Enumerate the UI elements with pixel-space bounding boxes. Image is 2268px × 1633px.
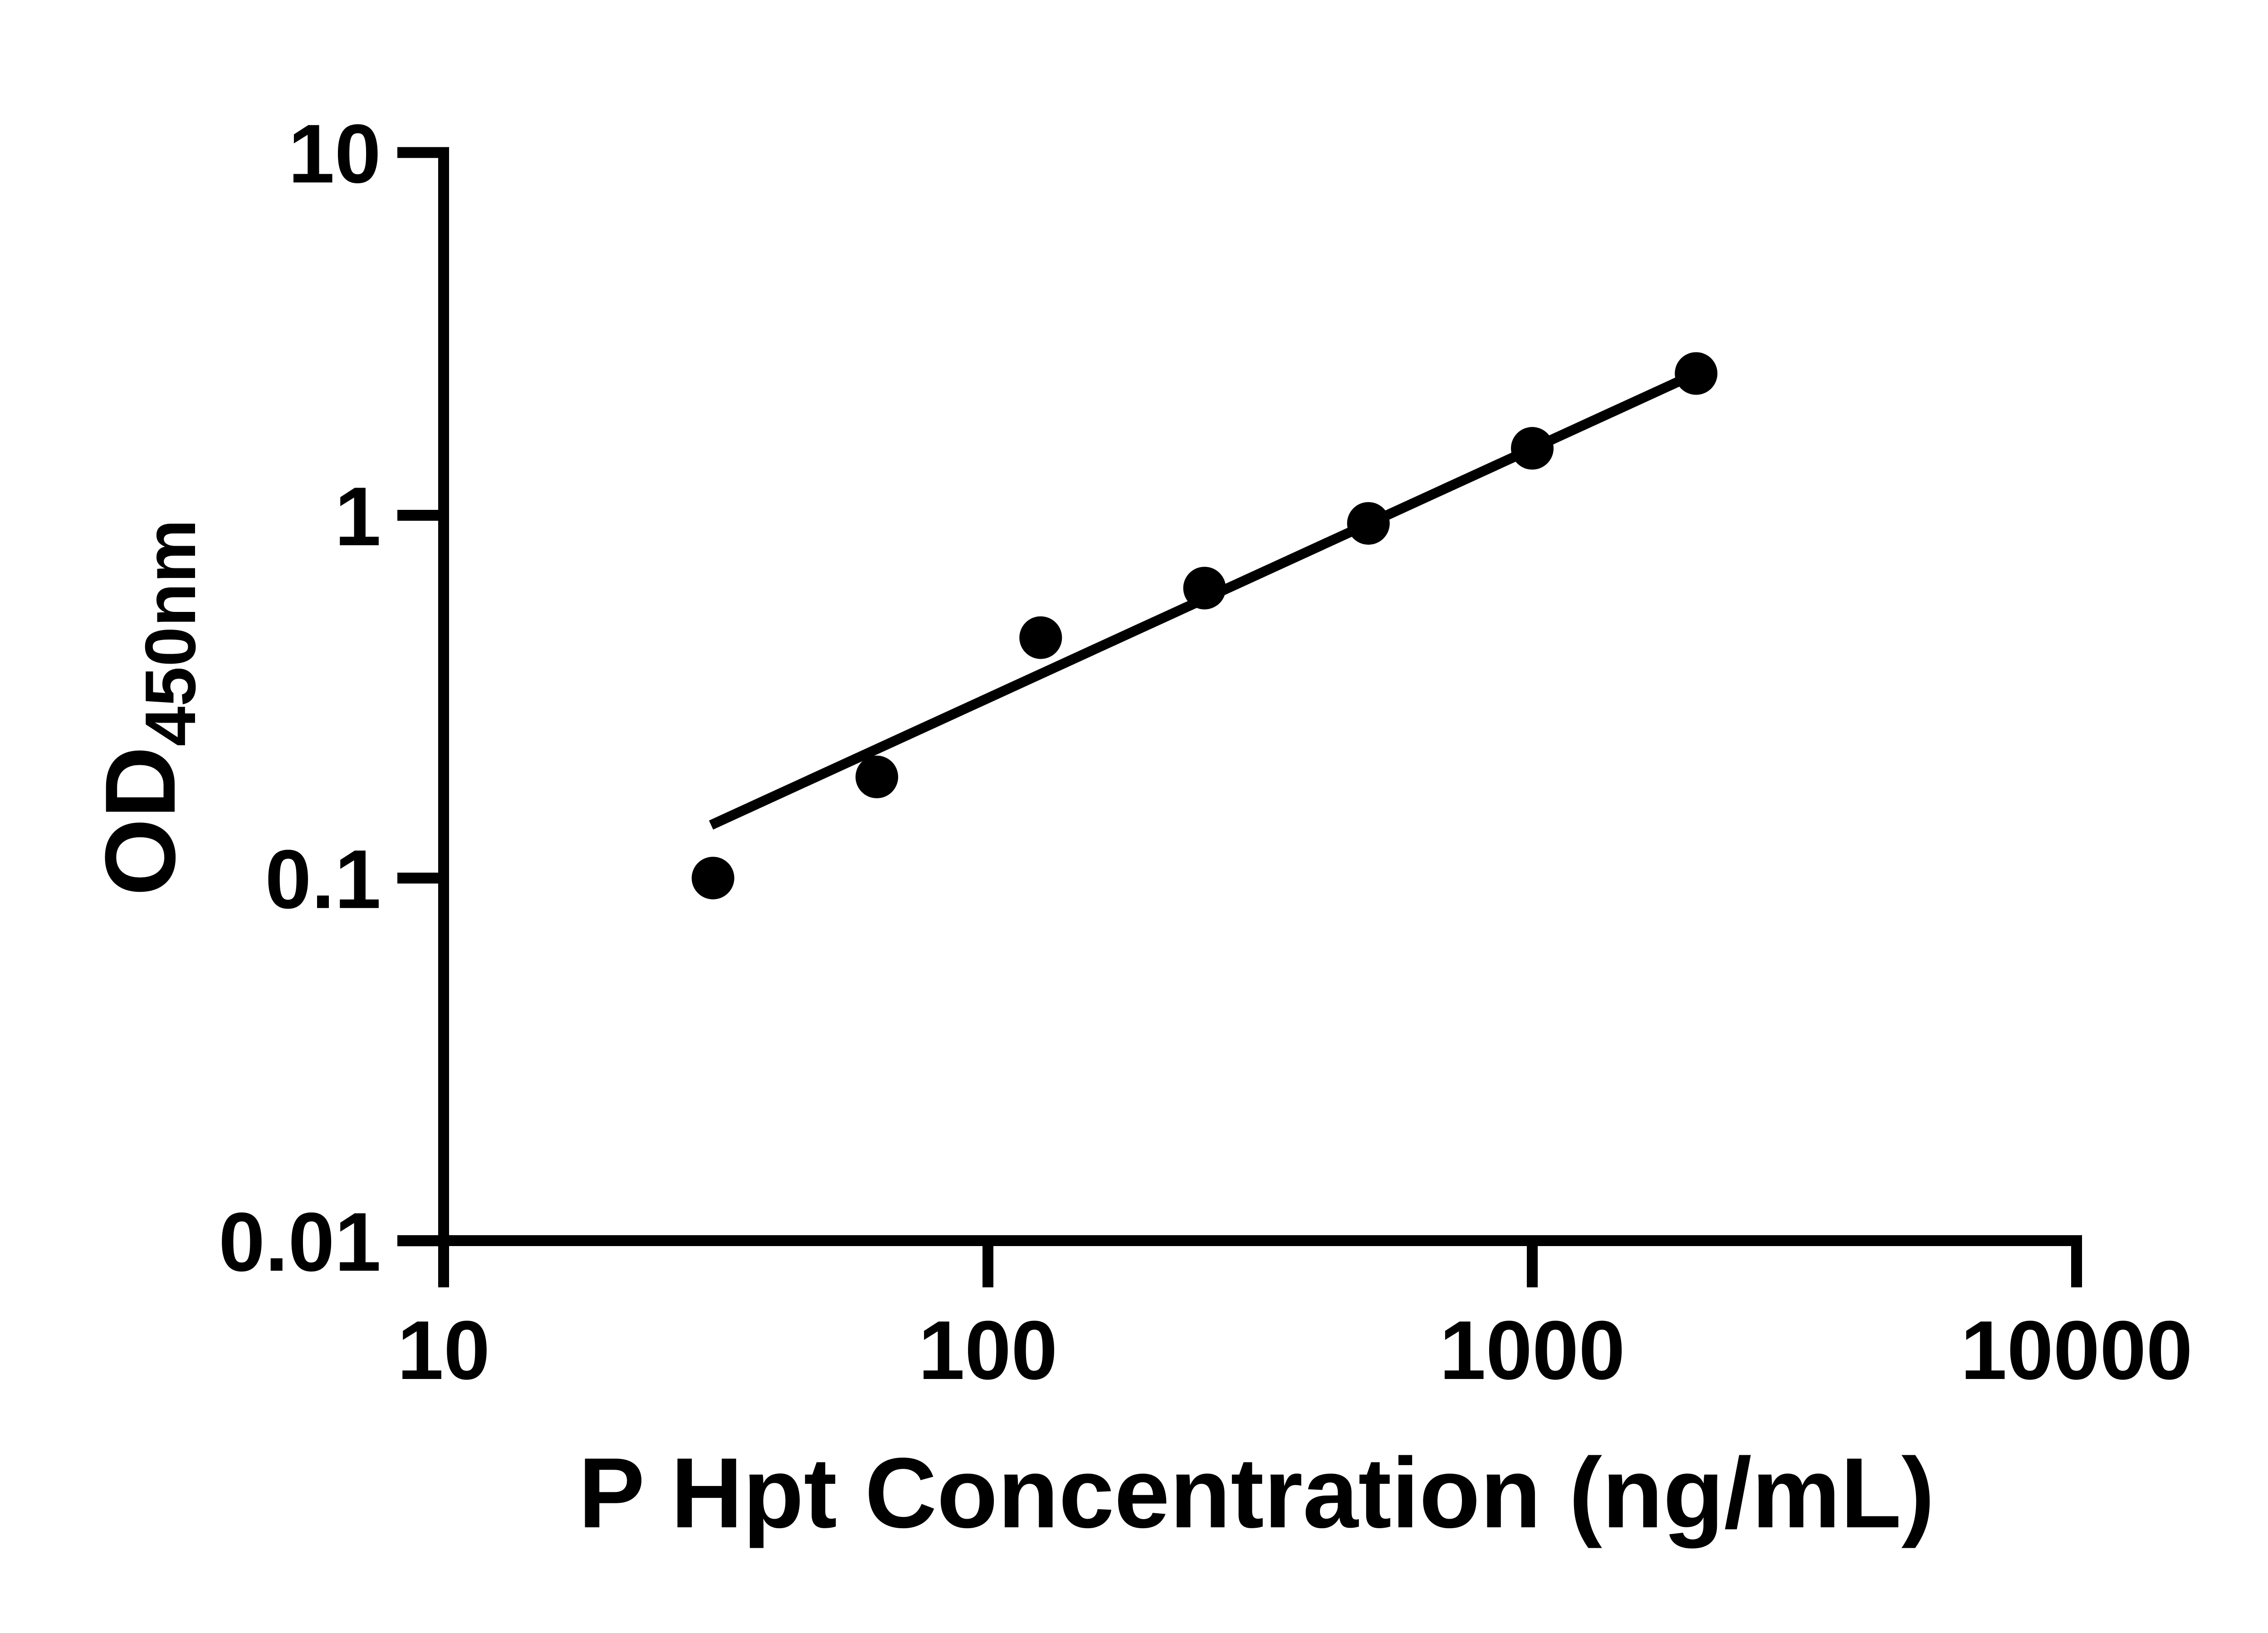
data-point bbox=[855, 755, 899, 798]
data-point bbox=[1675, 352, 1718, 395]
x-axis-tick-labels: 10 100 1000 10000 bbox=[397, 1303, 2193, 1397]
data-point bbox=[1183, 567, 1226, 610]
y-axis-title-main: OD bbox=[84, 746, 196, 896]
data-point bbox=[691, 856, 734, 900]
data-point bbox=[1347, 502, 1390, 545]
x-axis-title: P Hpt Concentration (ng/mL) bbox=[578, 1437, 1935, 1549]
x-tick-label: 10 bbox=[397, 1303, 490, 1397]
data-point bbox=[1511, 427, 1554, 470]
y-axis-title-subscript: 450nm bbox=[131, 519, 210, 747]
data-point bbox=[1019, 616, 1062, 659]
data-points-group bbox=[691, 352, 1718, 900]
y-tick-label: 0.01 bbox=[219, 1195, 381, 1288]
axes-lines bbox=[397, 152, 2082, 1246]
y-tick-label: 0.1 bbox=[265, 832, 381, 926]
y-tick-label: 1 bbox=[335, 469, 381, 563]
y-axis-tick-labels: 10 1 0.1 0.01 bbox=[219, 107, 381, 1288]
y-axis-title: OD450nm bbox=[84, 519, 210, 896]
x-axis-tick-marks bbox=[438, 1241, 2082, 1287]
x-tick-label: 100 bbox=[919, 1303, 1058, 1397]
y-tick-label: 10 bbox=[288, 107, 381, 200]
x-tick-label: 1000 bbox=[1439, 1303, 1625, 1397]
x-tick-label: 10000 bbox=[1960, 1303, 2193, 1397]
